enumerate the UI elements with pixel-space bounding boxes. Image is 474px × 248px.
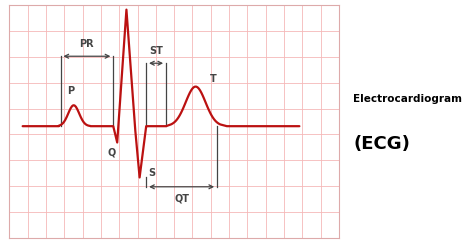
- Text: Q: Q: [107, 147, 116, 157]
- Text: S: S: [148, 168, 155, 178]
- Text: PR: PR: [80, 39, 94, 49]
- Text: T: T: [210, 74, 217, 84]
- Text: Electrocardiogram: Electrocardiogram: [353, 94, 462, 104]
- Text: QT: QT: [174, 194, 189, 204]
- Text: P: P: [67, 86, 74, 96]
- Text: (ECG): (ECG): [353, 135, 410, 153]
- Text: ST: ST: [149, 46, 163, 56]
